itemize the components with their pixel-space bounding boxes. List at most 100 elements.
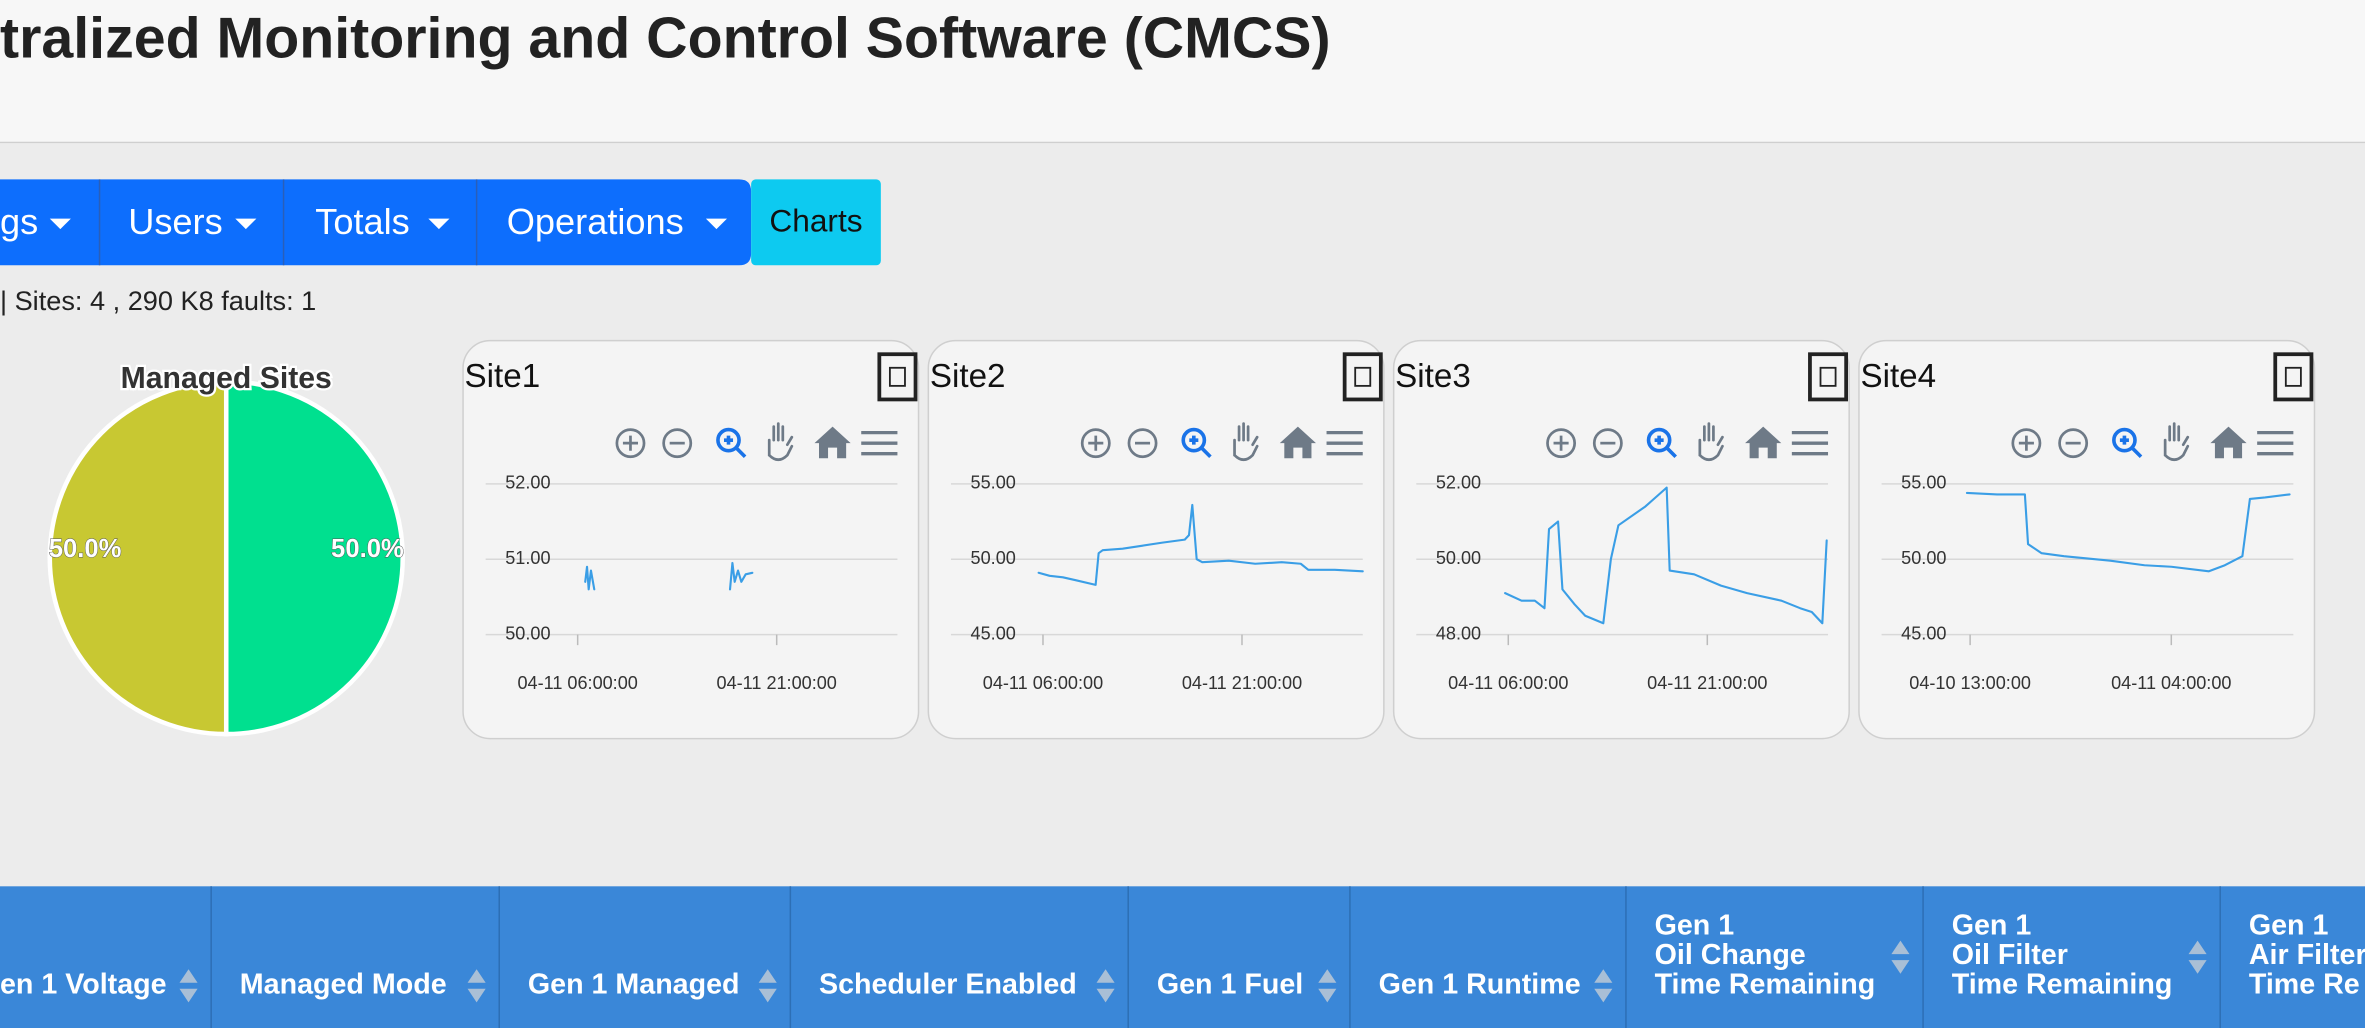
home-icon[interactable]	[2210, 426, 2247, 459]
zoom-in-icon[interactable]	[615, 428, 646, 459]
column-header[interactable]: Managed Mode	[240, 968, 447, 1000]
nav-bar	[0, 179, 752, 266]
y-tick-label: 55.00	[1901, 473, 1946, 493]
sort-arrows[interactable]	[758, 969, 777, 1003]
column-header[interactable]: Time Remaining	[1952, 968, 2173, 1000]
fullscreen-button[interactable]	[1342, 352, 1383, 402]
pie-slice	[47, 379, 229, 737]
home-icon[interactable]	[1745, 426, 1782, 459]
site-chart-card: Site3 48.00 50.00 52.00 04-11 06:00:00 04-11 …	[1392, 339, 1850, 740]
pan-icon[interactable]	[1698, 422, 1724, 462]
pan-icon[interactable]	[1233, 422, 1259, 462]
zoom-in-icon[interactable]	[1546, 428, 1577, 459]
nav-caret	[428, 218, 450, 230]
nav-item[interactable]: Users	[128, 201, 222, 242]
fullscreen-icon	[1354, 366, 1372, 387]
sort-arrows[interactable]	[1318, 969, 1337, 1003]
y-tick-label: 51.00	[505, 548, 550, 568]
zoom-out-icon[interactable]	[1592, 428, 1623, 459]
zoom-in-icon[interactable]	[2011, 428, 2042, 459]
nav-active[interactable]: Charts	[769, 202, 862, 238]
card-title: Site3	[1395, 358, 1471, 395]
data-line	[1037, 503, 1364, 586]
y-tick-label: 50.00	[1436, 548, 1481, 568]
zoom-icon[interactable]	[1181, 427, 1207, 453]
column-header[interactable]: Gen 1 Managed	[528, 968, 740, 1000]
x-tick-label: 04-11 06:00:00	[1448, 673, 1568, 693]
x-tick-label: 04-11 06:00:00	[517, 673, 637, 693]
menu-icon[interactable]	[1326, 430, 1363, 456]
pie-slice	[223, 379, 405, 737]
column-header[interactable]: en 1 Voltage	[0, 968, 167, 1000]
zoom-glyph	[1654, 435, 1677, 459]
zoom-icon[interactable]	[716, 427, 741, 453]
column-header[interactable]: Time Remaining	[1655, 968, 1876, 1000]
zoom-in-glyph	[622, 435, 639, 451]
nav-item[interactable]: gs	[0, 201, 38, 242]
column-header[interactable]: Oil Change	[1655, 939, 1806, 971]
y-tick-label: 48.00	[1436, 623, 1481, 643]
sort-arrows[interactable]	[1096, 969, 1115, 1003]
nav-caret	[235, 218, 257, 230]
pie-label: 50.0%	[331, 535, 404, 563]
y-tick-label: 52.00	[1436, 473, 1481, 493]
data-line	[1965, 491, 2291, 573]
column-header[interactable]: Oil Filter	[1952, 939, 2068, 971]
zoom-out-icon[interactable]	[662, 428, 693, 459]
zoom-in-glyph	[2018, 435, 2034, 451]
charts-button-bg[interactable]	[751, 179, 881, 266]
x-tick-label: 04-11 06:00:00	[983, 673, 1103, 693]
card-title: Site1	[465, 358, 541, 395]
column-header[interactable]: Gen 1 Fuel	[1157, 968, 1303, 1000]
sort-arrows[interactable]	[1594, 969, 1613, 1003]
zoom-out-icon[interactable]	[2058, 428, 2089, 459]
column-header[interactable]: Time Re	[2249, 968, 2360, 1000]
x-tick-label: 04-11 21:00:00	[1182, 673, 1302, 693]
zoom-in-glyph	[1088, 435, 1104, 451]
y-tick-label: 50.00	[505, 623, 550, 643]
fullscreen-button[interactable]	[877, 352, 918, 402]
pan-icon[interactable]	[767, 422, 794, 462]
zoom-glyph	[1189, 435, 1212, 459]
x-tick-label: 04-11 21:00:00	[1647, 673, 1767, 693]
column-header[interactable]: Gen 1	[1655, 910, 1735, 942]
page-title: tralized Monitoring and Control Software…	[0, 6, 1331, 70]
menu-icon[interactable]	[2257, 430, 2294, 456]
sort-arrows[interactable]	[467, 969, 486, 1003]
sort-arrows[interactable]	[179, 969, 198, 1003]
menu-icon[interactable]	[1791, 430, 1829, 456]
menu-icon[interactable]	[861, 430, 898, 456]
column-header[interactable]: Scheduler Enabled	[819, 968, 1077, 1000]
header-bg	[0, 0, 2365, 142]
column-header[interactable]: Air Filter	[2249, 939, 2365, 971]
home-icon[interactable]	[1279, 426, 1316, 459]
nav-item[interactable]: Operations	[507, 201, 684, 242]
site-chart-card: Site1 50.00 51.00 52.00 04-11 06:00:00 04-11 …	[462, 339, 920, 740]
x-tick-label: 04-11 04:00:00	[2111, 673, 2231, 693]
y-tick-label: 50.00	[971, 548, 1016, 568]
fullscreen-icon	[888, 366, 906, 387]
nav-item[interactable]: Totals	[315, 201, 410, 242]
home-icon[interactable]	[814, 426, 851, 459]
zoom-icon[interactable]	[2112, 427, 2137, 453]
column-header[interactable]: Gen 1	[2249, 910, 2329, 942]
nav-caret	[49, 218, 71, 230]
fullscreen-button[interactable]	[1808, 352, 1849, 402]
y-tick-label: 55.00	[971, 473, 1016, 493]
x-tick-label: 04-10 13:00:00	[1909, 673, 2031, 693]
sort-arrows[interactable]	[1891, 940, 1910, 974]
zoom-glyph	[723, 435, 747, 459]
table-header-bg	[0, 886, 2365, 1028]
zoom-icon[interactable]	[1646, 427, 1672, 453]
column-header[interactable]: Gen 1 Runtime	[1379, 968, 1581, 1000]
zoom-in-icon[interactable]	[1080, 428, 1111, 459]
column-header[interactable]: Gen 1	[1952, 910, 2032, 942]
x-tick-label: 04-11 21:00:00	[717, 673, 837, 693]
zoom-glyph	[2119, 435, 2143, 459]
pan-icon[interactable]	[2163, 422, 2190, 462]
fullscreen-button[interactable]	[2273, 352, 2314, 402]
pie-label: 50.0%	[49, 535, 122, 563]
zoom-out-icon[interactable]	[1127, 428, 1158, 459]
sort-arrows[interactable]	[2188, 940, 2207, 974]
